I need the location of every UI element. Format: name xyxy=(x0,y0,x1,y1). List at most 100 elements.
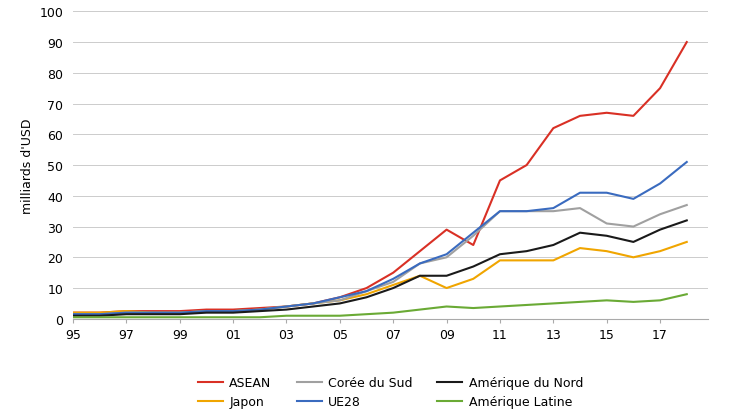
UE28 xyxy=(549,206,558,211)
Amérique du Nord xyxy=(442,274,451,279)
Japon xyxy=(683,240,691,245)
Amérique du Nord xyxy=(576,231,585,236)
ASEAN xyxy=(96,310,104,315)
Japon xyxy=(629,255,638,260)
UE28 xyxy=(175,310,184,315)
Japon xyxy=(122,309,131,314)
UE28 xyxy=(602,191,611,196)
Amérique du Nord xyxy=(202,310,211,315)
ASEAN xyxy=(149,309,158,314)
Amérique du Nord xyxy=(496,252,504,257)
Amérique du Nord xyxy=(629,240,638,245)
Amérique Latine xyxy=(656,298,664,303)
UE28 xyxy=(442,252,451,257)
Corée du Sud xyxy=(69,312,77,317)
ASEAN xyxy=(415,249,424,254)
Corée du Sud xyxy=(442,255,451,260)
Japon xyxy=(96,310,104,315)
Japon xyxy=(309,301,318,306)
Amérique du Nord xyxy=(122,312,131,317)
Corée du Sud xyxy=(656,212,664,217)
Amérique Latine xyxy=(149,315,158,320)
UE28 xyxy=(255,308,264,312)
Amérique Latine xyxy=(96,315,104,320)
Amérique du Nord xyxy=(96,313,104,318)
Japon xyxy=(228,309,237,314)
Japon xyxy=(656,249,664,254)
Corée du Sud xyxy=(336,298,345,303)
Corée du Sud xyxy=(309,301,318,306)
Line: Amérique Latine: Amérique Latine xyxy=(73,294,687,317)
Corée du Sud xyxy=(122,310,131,315)
Amérique du Nord xyxy=(69,313,77,318)
Japon xyxy=(469,277,477,282)
UE28 xyxy=(389,277,398,282)
UE28 xyxy=(309,301,318,306)
Corée du Sud xyxy=(683,203,691,208)
Amérique Latine xyxy=(175,315,184,320)
ASEAN xyxy=(255,306,264,311)
UE28 xyxy=(336,295,345,300)
Japon xyxy=(282,304,291,309)
UE28 xyxy=(69,312,77,317)
ASEAN xyxy=(175,309,184,314)
Japon xyxy=(415,274,424,279)
Amérique Latine xyxy=(442,304,451,309)
Amérique Latine xyxy=(336,313,345,318)
Corée du Sud xyxy=(362,289,371,294)
Corée du Sud xyxy=(255,308,264,312)
Amérique du Nord xyxy=(549,243,558,248)
UE28 xyxy=(415,261,424,266)
ASEAN xyxy=(202,308,211,312)
Amérique Latine xyxy=(309,313,318,318)
Amérique du Nord xyxy=(255,309,264,314)
Amérique Latine xyxy=(496,304,504,309)
UE28 xyxy=(656,182,664,187)
Amérique Latine xyxy=(202,315,211,320)
UE28 xyxy=(629,197,638,202)
ASEAN xyxy=(496,179,504,184)
Amérique Latine xyxy=(629,300,638,305)
ASEAN xyxy=(282,304,291,309)
Amérique Latine xyxy=(362,312,371,317)
ASEAN xyxy=(389,271,398,276)
ASEAN xyxy=(629,114,638,119)
Amérique Latine xyxy=(683,292,691,297)
Amérique Latine xyxy=(415,308,424,312)
Amérique Latine xyxy=(576,300,585,305)
Corée du Sud xyxy=(496,209,504,214)
Japon xyxy=(69,310,77,315)
UE28 xyxy=(576,191,585,196)
Japon xyxy=(576,246,585,251)
UE28 xyxy=(683,160,691,165)
UE28 xyxy=(282,304,291,309)
Line: Corée du Sud: Corée du Sud xyxy=(73,205,687,315)
Amérique Latine xyxy=(389,310,398,315)
Amérique Latine xyxy=(282,313,291,318)
ASEAN xyxy=(362,286,371,291)
Corée du Sud xyxy=(96,312,104,317)
Legend: ASEAN, Japon, Corée du Sud, UE28, Amérique du Nord, Amérique Latine: ASEAN, Japon, Corée du Sud, UE28, Amériq… xyxy=(193,371,588,409)
Corée du Sud xyxy=(629,225,638,229)
Amérique Latine xyxy=(69,315,77,320)
Amérique du Nord xyxy=(149,312,158,317)
Japon xyxy=(602,249,611,254)
Corée du Sud xyxy=(389,280,398,285)
Corée du Sud xyxy=(549,209,558,214)
Corée du Sud xyxy=(202,309,211,314)
UE28 xyxy=(122,310,131,315)
Amérique du Nord xyxy=(683,218,691,223)
Amérique du Nord xyxy=(336,301,345,306)
Japon xyxy=(549,258,558,263)
Corée du Sud xyxy=(228,309,237,314)
Amérique du Nord xyxy=(389,286,398,291)
Amérique du Nord xyxy=(175,312,184,317)
ASEAN xyxy=(442,227,451,232)
Corée du Sud xyxy=(149,310,158,315)
Amérique du Nord xyxy=(362,295,371,300)
UE28 xyxy=(469,231,477,236)
Japon xyxy=(522,258,531,263)
Amérique Latine xyxy=(549,301,558,306)
Amérique du Nord xyxy=(522,249,531,254)
Corée du Sud xyxy=(175,310,184,315)
